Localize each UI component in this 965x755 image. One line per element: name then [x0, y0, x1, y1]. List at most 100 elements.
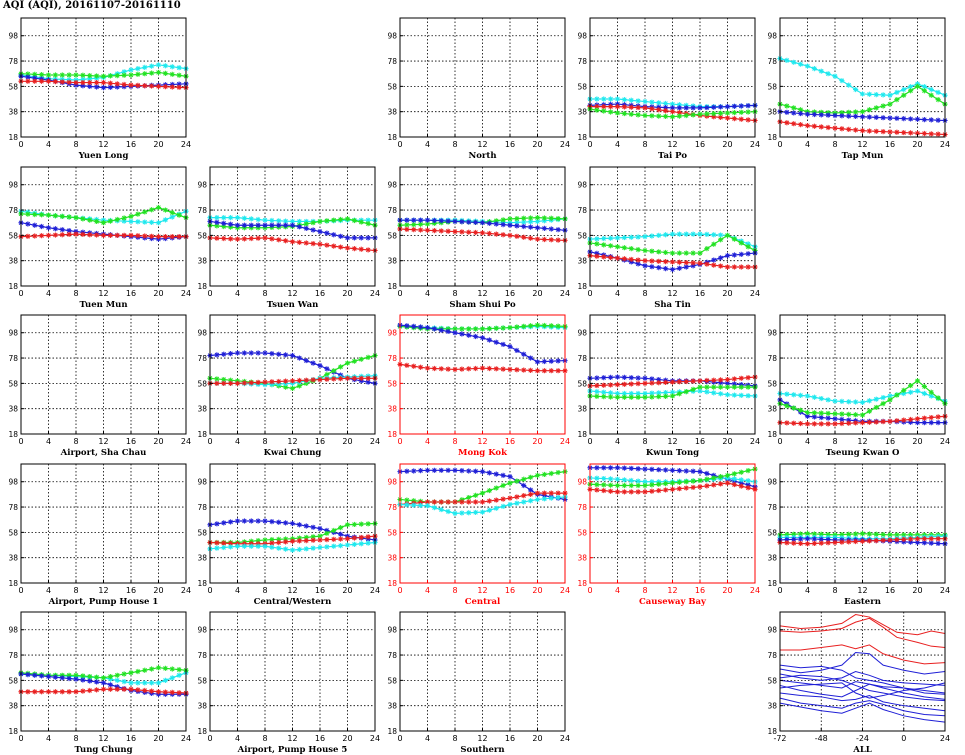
- data-point-marker: [45, 225, 52, 231]
- data-point-marker: [690, 112, 696, 118]
- data-point-marker: [169, 84, 175, 90]
- data-point-marker: [825, 112, 831, 118]
- x-tick-label: 24: [560, 734, 570, 743]
- data-point-marker: [338, 216, 344, 223]
- data-point-marker: [94, 679, 100, 685]
- data-point-marker: [269, 540, 275, 546]
- data-point-marker: [738, 384, 744, 390]
- data-point-marker: [846, 531, 852, 537]
- data-point-marker: [344, 235, 351, 241]
- y-tick-label: 98: [767, 329, 777, 338]
- data-point-marker: [594, 475, 600, 481]
- data-point-marker: [45, 232, 52, 238]
- x-tick-label: 16: [695, 437, 705, 446]
- data-point-marker: [459, 229, 465, 235]
- y-tick-label: 78: [8, 354, 18, 363]
- data-point-marker: [818, 414, 824, 421]
- data-point-marker: [839, 110, 845, 116]
- y-tick-label: 78: [767, 503, 777, 512]
- data-point-marker: [908, 389, 914, 395]
- data-point-marker: [52, 79, 58, 85]
- data-point-marker: [431, 365, 437, 372]
- x-tick-label: 8: [832, 586, 837, 595]
- data-point-marker: [73, 231, 79, 237]
- x-tick-label: 4: [615, 289, 620, 298]
- data-point-marker: [935, 414, 941, 420]
- data-point-marker: [866, 91, 872, 97]
- data-point-marker: [169, 64, 175, 70]
- data-point-marker: [528, 215, 534, 221]
- data-point-marker: [317, 537, 323, 543]
- data-point-marker: [635, 247, 641, 253]
- data-point-marker: [521, 493, 527, 499]
- data-point-marker: [804, 409, 811, 416]
- data-point-marker: [521, 234, 527, 240]
- data-point-marker: [628, 97, 634, 103]
- y-tick-label: 58: [577, 528, 587, 537]
- data-point-marker: [846, 126, 852, 133]
- x-tick-label: 8: [73, 437, 78, 446]
- data-point-marker: [176, 667, 182, 673]
- data-point-marker: [921, 536, 927, 542]
- data-point-marker: [921, 420, 927, 426]
- data-point-marker: [331, 543, 337, 549]
- x-tick-label: 4: [805, 140, 810, 149]
- x-tick-label: 24: [181, 140, 191, 149]
- data-point-marker: [866, 398, 872, 404]
- data-point-marker: [683, 250, 689, 256]
- panel-title: Southern: [460, 745, 504, 755]
- data-point-marker: [486, 498, 492, 504]
- data-point-marker: [66, 79, 72, 85]
- data-point-marker: [731, 236, 737, 242]
- data-point-marker: [358, 521, 364, 527]
- data-point-marker: [310, 537, 316, 543]
- series-line-blue: [779, 682, 946, 699]
- panel-kwun-tong: 0 4 8 12 16 20 24 18 38 58 78 98 Kwun Tong: [577, 314, 760, 458]
- data-point-marker: [635, 478, 641, 484]
- data-point-marker: [555, 368, 561, 374]
- data-point-marker: [214, 215, 220, 221]
- data-point-marker: [269, 537, 275, 543]
- panel-title: Causeway Bay: [639, 597, 707, 607]
- data-point-marker: [500, 503, 506, 510]
- data-point-marker: [656, 113, 662, 119]
- data-point-marker: [628, 381, 634, 387]
- data-point-marker: [928, 117, 934, 123]
- x-tick-label: 20: [532, 140, 542, 149]
- x-tick-label: 20: [342, 734, 352, 743]
- data-point-marker: [894, 129, 900, 135]
- data-point-marker: [39, 78, 45, 84]
- data-point-marker: [59, 232, 65, 238]
- data-point-marker: [114, 672, 120, 678]
- data-point-marker: [663, 113, 669, 120]
- x-tick-label: 12: [857, 437, 867, 446]
- data-point-marker: [832, 421, 838, 427]
- x-tick-label: 16: [695, 140, 705, 149]
- data-point-marker: [73, 676, 79, 682]
- data-point-marker: [473, 468, 479, 474]
- data-point-marker: [344, 536, 351, 542]
- data-point-marker: [176, 65, 182, 71]
- data-point-marker: [459, 331, 465, 337]
- data-point-marker: [880, 531, 886, 538]
- data-point-marker: [528, 224, 534, 230]
- data-point-marker: [80, 231, 86, 238]
- data-point-marker: [614, 244, 621, 250]
- data-point-marker: [365, 521, 371, 527]
- data-point-marker: [344, 360, 351, 366]
- data-point-marker: [214, 235, 220, 241]
- data-point-marker: [669, 250, 676, 256]
- data-point-marker: [351, 358, 357, 364]
- data-point-marker: [724, 380, 731, 386]
- data-point-marker: [718, 380, 724, 386]
- data-point-marker: [649, 482, 655, 488]
- data-point-marker: [601, 254, 607, 260]
- data-point-marker: [521, 215, 527, 221]
- data-point-marker: [479, 335, 486, 341]
- data-point-marker: [289, 547, 296, 553]
- data-point-marker: [149, 70, 155, 76]
- data-point-marker: [663, 393, 669, 399]
- data-point-marker: [738, 240, 744, 246]
- data-point-marker: [804, 393, 811, 399]
- data-point-marker: [697, 384, 703, 390]
